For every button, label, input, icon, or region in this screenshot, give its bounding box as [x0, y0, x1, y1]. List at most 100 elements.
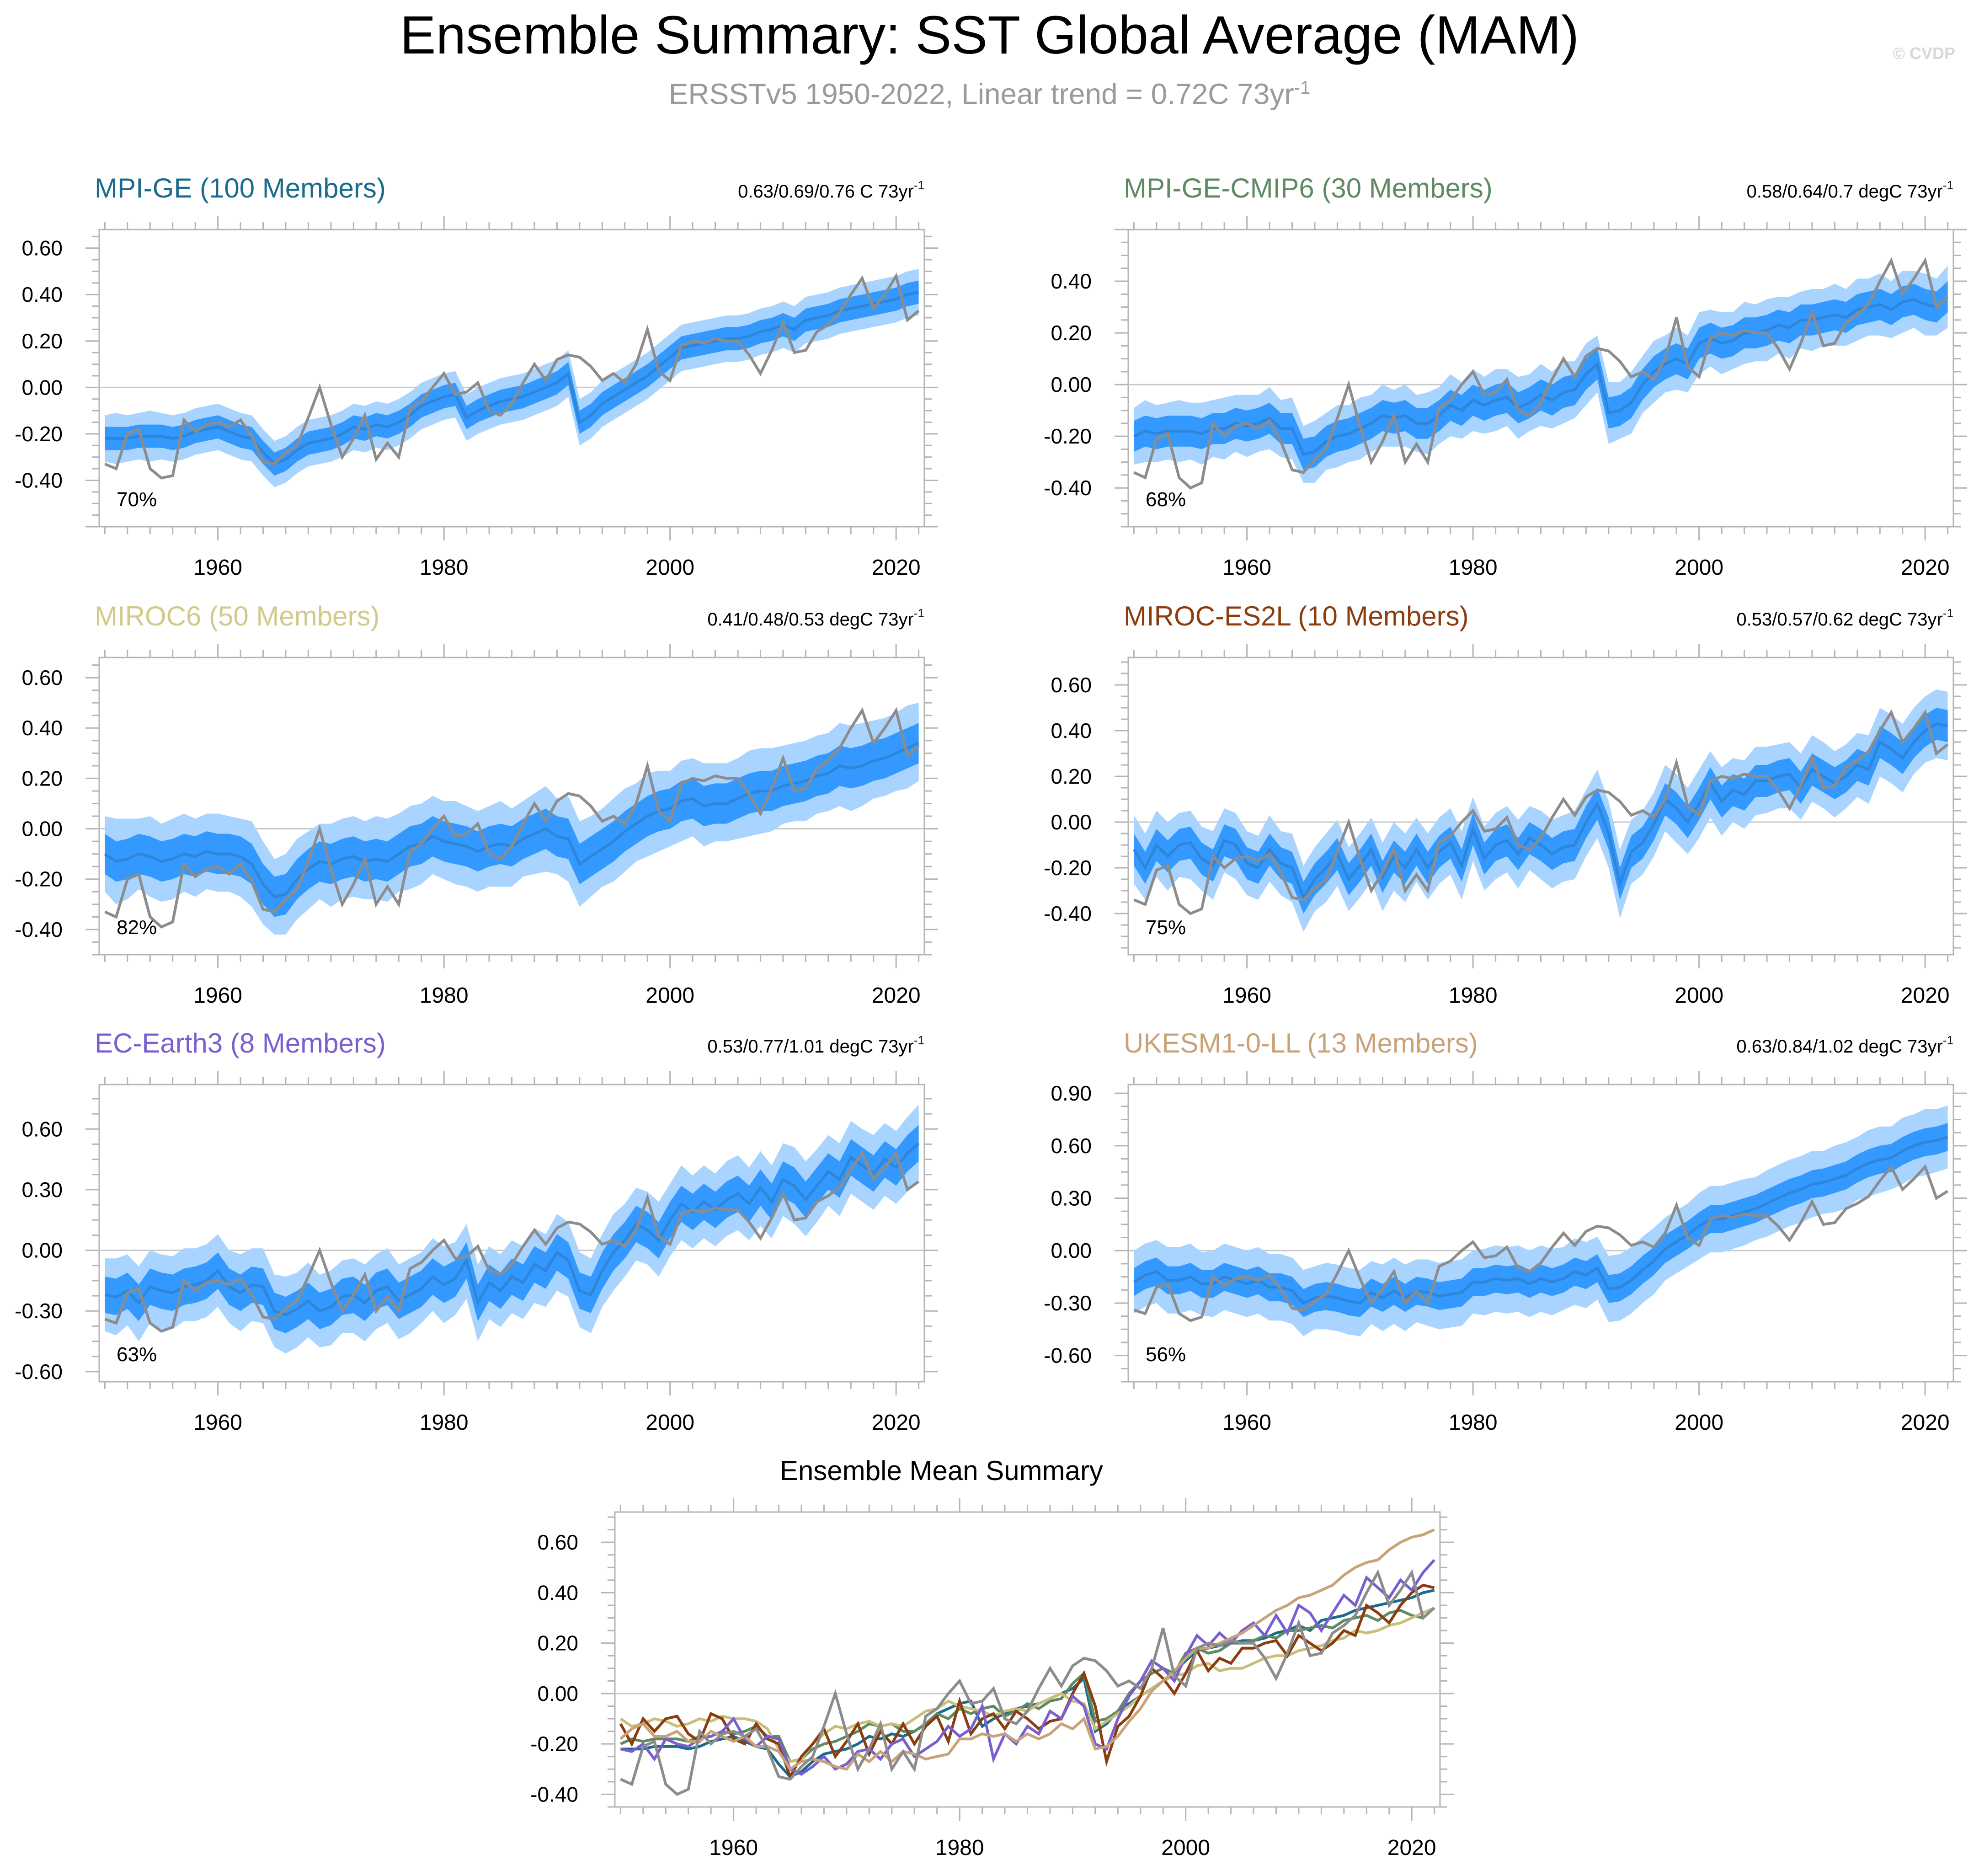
outer-spread-band: [105, 703, 919, 935]
x-tick-label: 2020: [1901, 1411, 1950, 1435]
inner-spread-band: [105, 1125, 919, 1333]
panel-title: EC-Earth3 (8 Members): [95, 1028, 386, 1058]
outer-spread-band: [1134, 266, 1948, 483]
x-tick-label: 1980: [1449, 983, 1498, 1008]
y-tick-label: -0.60: [15, 1360, 63, 1384]
observations-line: [1133, 709, 1949, 915]
x-tick-label: 2020: [872, 983, 921, 1008]
y-tick-label: 0.40: [1051, 719, 1092, 743]
panel-title: MIROC-ES2L (10 Members): [1124, 601, 1469, 631]
x-tick-label: 2000: [1675, 1411, 1723, 1435]
percent-label: 56%: [1146, 1343, 1186, 1366]
x-tick-label: 1980: [420, 983, 469, 1008]
percent-label: 75%: [1146, 916, 1186, 939]
outer-spread-band: [105, 1105, 919, 1354]
x-tick-label: 2000: [645, 983, 694, 1008]
outer-spread-band: [1134, 689, 1948, 932]
subtitle-exponent: -1: [1294, 78, 1311, 98]
ensemble-mean-line: [104, 1142, 920, 1317]
series-line-observations: [620, 1569, 1435, 1796]
plot-frame: [614, 1511, 1441, 1808]
y-tick-label: 0.20: [21, 329, 63, 353]
x-tick-label: 1980: [420, 1411, 469, 1435]
y-tick-label: 0.60: [1051, 673, 1092, 697]
y-tick-label: -0.20: [1044, 856, 1092, 880]
y-tick-label: 0.60: [21, 236, 63, 260]
figure-subtitle: ERSSTv5 1950-2022, Linear trend = 0.72C …: [0, 79, 1979, 108]
figure-title: Ensemble Summary: SST Global Average (MA…: [400, 5, 1579, 65]
y-tick-label: 0.90: [1051, 1081, 1092, 1105]
x-tick-label: 2000: [645, 1411, 694, 1435]
outer-spread-band: [105, 269, 919, 487]
y-tick-label: 0.20: [537, 1631, 578, 1655]
trend-label: 0.63/0.69/0.76 C 73yr-1: [738, 178, 924, 202]
y-tick-label: -0.30: [1044, 1291, 1092, 1315]
y-tick-label: -0.40: [530, 1782, 578, 1806]
y-tick-label: 0.60: [1051, 1134, 1092, 1158]
x-tick-label: 1960: [1222, 1411, 1271, 1435]
y-tick-label: -0.60: [1044, 1344, 1092, 1368]
x-tick-label: 2000: [645, 556, 694, 580]
y-tick-label: 0.20: [21, 766, 63, 790]
observations-line: [1133, 257, 1949, 490]
y-tick-label: 0.00: [21, 1239, 63, 1262]
y-tick-label: 0.40: [21, 716, 63, 740]
x-tick-label: 1960: [709, 1836, 758, 1860]
x-tick-label: 1980: [1449, 556, 1498, 580]
series-line-miroc-es2l: [619, 1583, 1435, 1780]
x-tick-label: 2020: [1901, 983, 1950, 1008]
y-tick-label: 0.30: [21, 1178, 63, 1202]
x-tick-label: 1980: [1449, 1411, 1498, 1435]
y-tick-label: 0.40: [21, 283, 63, 306]
credit-watermark: © CVDP: [1893, 44, 1955, 63]
observations-line: [1133, 1164, 1949, 1322]
trend-label: 0.63/0.84/1.02 degC 73yr-1: [1736, 1033, 1953, 1057]
plot-frame: [98, 1084, 925, 1383]
observations-line: [104, 1150, 920, 1333]
trend-exponent: -1: [914, 606, 924, 620]
x-tick-label: 2000: [1675, 556, 1723, 580]
y-tick-label: 0.60: [21, 666, 63, 689]
y-tick-label: -0.40: [1044, 476, 1092, 500]
x-tick-label: 1960: [193, 983, 242, 1008]
x-tick-label: 1960: [193, 556, 242, 580]
y-tick-label: 0.00: [21, 817, 63, 841]
panel-title: Ensemble Mean Summary: [780, 1455, 1103, 1486]
y-tick-label: 0.00: [537, 1682, 578, 1705]
x-tick-label: 2020: [872, 556, 921, 580]
y-tick-label: 0.60: [21, 1117, 63, 1141]
y-tick-label: -0.40: [15, 468, 63, 492]
y-tick-label: -0.40: [1044, 902, 1092, 925]
trend-exponent: -1: [914, 1033, 924, 1047]
chart-panel-4: EC-Earth3 (8 Members) 0.53/0.77/1.01 degC…: [15, 1028, 938, 1435]
chart-panel-5: UKESM1-0-LL (13 Members) 0.63/0.84/1.02 d…: [1044, 1028, 1967, 1435]
y-tick-label: 0.00: [1051, 373, 1092, 396]
y-tick-label: 0.00: [1051, 810, 1092, 834]
trend-exponent: -1: [1943, 606, 1953, 620]
panel-title: MIROC6 (50 Members): [95, 601, 379, 631]
percent-label: 63%: [117, 1343, 157, 1366]
x-tick-label: 2000: [1161, 1836, 1210, 1860]
y-tick-label: -0.20: [1044, 424, 1092, 448]
chart-panel-2: MIROC6 (50 Members) 0.41/0.48/0.53 degC 7…: [15, 601, 938, 1008]
plot-frame: [1127, 1084, 1954, 1383]
x-tick-label: 2020: [872, 1411, 921, 1435]
outer-spread-band: [1134, 1105, 1948, 1336]
panel-title: MPI-GE (100 Members): [95, 173, 386, 203]
x-tick-label: 2000: [1675, 983, 1723, 1008]
x-tick-label: 1980: [420, 556, 469, 580]
x-tick-label: 1980: [935, 1836, 984, 1860]
y-tick-label: 0.40: [537, 1581, 578, 1604]
x-tick-label: 1960: [193, 1411, 242, 1435]
y-tick-label: 0.40: [1051, 269, 1092, 293]
ensemble-mean-line: [1132, 722, 1948, 901]
percent-label: 82%: [117, 916, 157, 939]
y-tick-label: 0.60: [537, 1530, 578, 1554]
observations-line: [104, 272, 920, 480]
x-tick-label: 2020: [1901, 556, 1950, 580]
y-tick-label: -0.20: [15, 867, 63, 891]
y-tick-label: -0.40: [15, 918, 63, 941]
trend-exponent: -1: [1943, 178, 1953, 192]
ensemble-mean-line: [1133, 295, 1949, 456]
